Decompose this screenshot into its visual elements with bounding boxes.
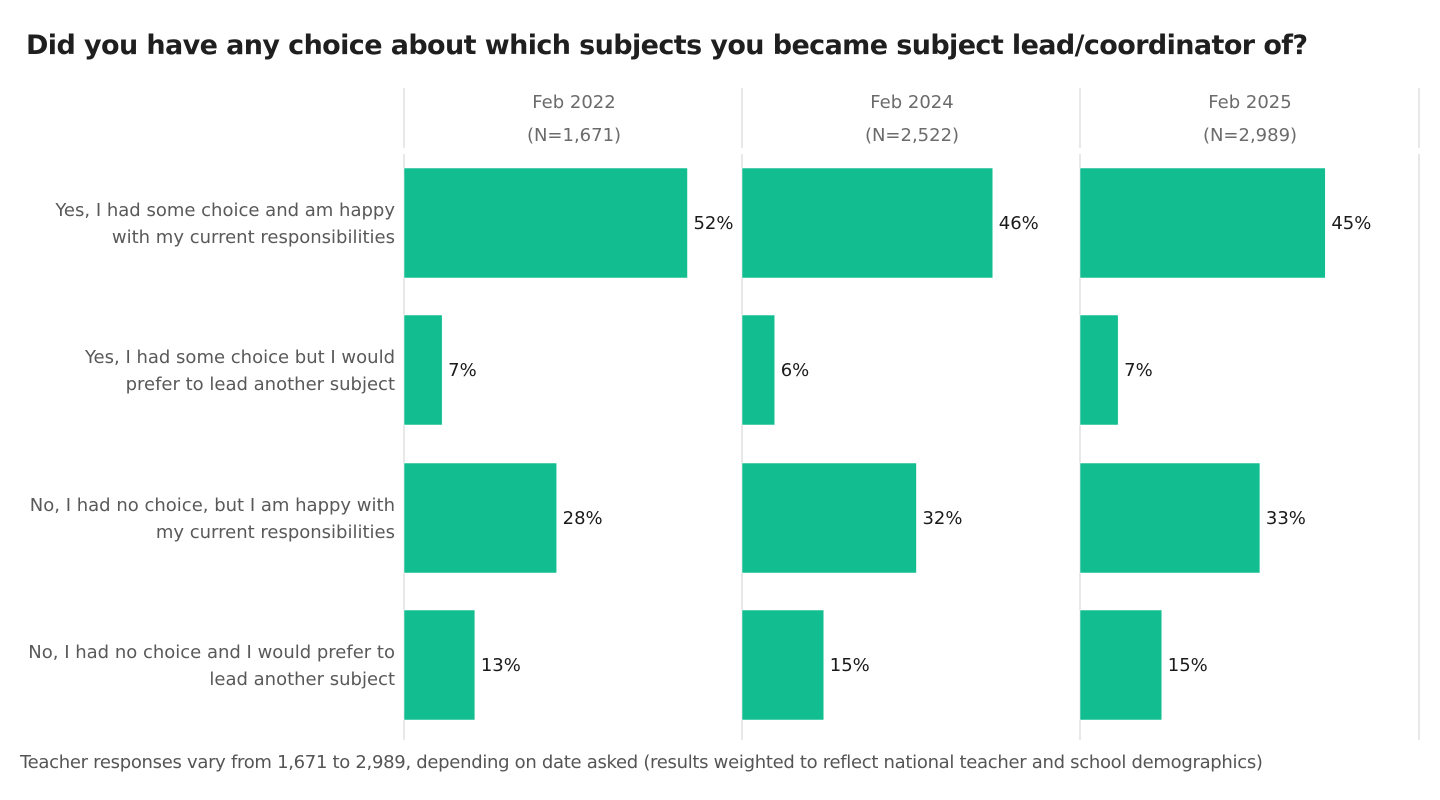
bar — [403, 609, 476, 721]
panel-sample-size: (N=1,671) — [527, 125, 621, 146]
category-label-line: Yes, I had some choice and am happy — [54, 200, 395, 221]
category-label: Yes, I had some choice but I would prefer… — [84, 347, 395, 395]
data-label: 7% — [448, 360, 477, 381]
bar — [1079, 167, 1326, 279]
panel-title: Feb 2024 — [870, 92, 953, 113]
data-label: 45% — [1331, 213, 1371, 234]
bar — [741, 609, 825, 721]
category-label-line: Yes, I had some choice but I would — [84, 347, 395, 368]
bar — [741, 462, 917, 574]
category-label-line: with my current responsibilities — [112, 227, 395, 248]
bar — [741, 314, 775, 426]
bar — [1079, 314, 1119, 426]
bar — [403, 314, 443, 426]
chart-title: Did you have any choice about which subj… — [26, 30, 1308, 61]
category-label-line: my current responsibilities — [156, 522, 395, 543]
data-label: 15% — [1168, 655, 1208, 676]
data-label: 7% — [1124, 360, 1153, 381]
panel-sample-size: (N=2,522) — [865, 125, 959, 146]
data-label: 28% — [563, 508, 603, 529]
category-label-line: No, I had no choice and I would prefer t… — [28, 642, 395, 663]
data-label: 46% — [999, 213, 1039, 234]
data-label: 52% — [693, 213, 733, 234]
bar — [741, 167, 994, 279]
category-label: No, I had no choice, but I am happy with… — [30, 495, 395, 543]
panel-sample-size: (N=2,989) — [1203, 125, 1297, 146]
chart-footnote: Teacher responses vary from 1,671 to 2,9… — [20, 752, 1263, 773]
data-label: 13% — [481, 655, 521, 676]
panel-title: Feb 2025 — [1208, 92, 1291, 113]
data-label: 15% — [830, 655, 870, 676]
bar — [403, 462, 557, 574]
bar — [1079, 462, 1261, 574]
data-label: 6% — [781, 360, 810, 381]
bar — [1079, 609, 1163, 721]
category-label: No, I had no choice and I would prefer t… — [28, 642, 395, 690]
data-label: 32% — [922, 508, 962, 529]
category-label-line: prefer to lead another subject — [126, 374, 395, 395]
panel-title: Feb 2022 — [532, 92, 615, 113]
bar — [403, 167, 688, 279]
data-label: 33% — [1266, 508, 1306, 529]
category-label-line: No, I had no choice, but I am happy with — [30, 495, 395, 516]
category-label-line: lead another subject — [209, 669, 395, 690]
category-label: Yes, I had some choice and am happy with … — [54, 200, 395, 248]
